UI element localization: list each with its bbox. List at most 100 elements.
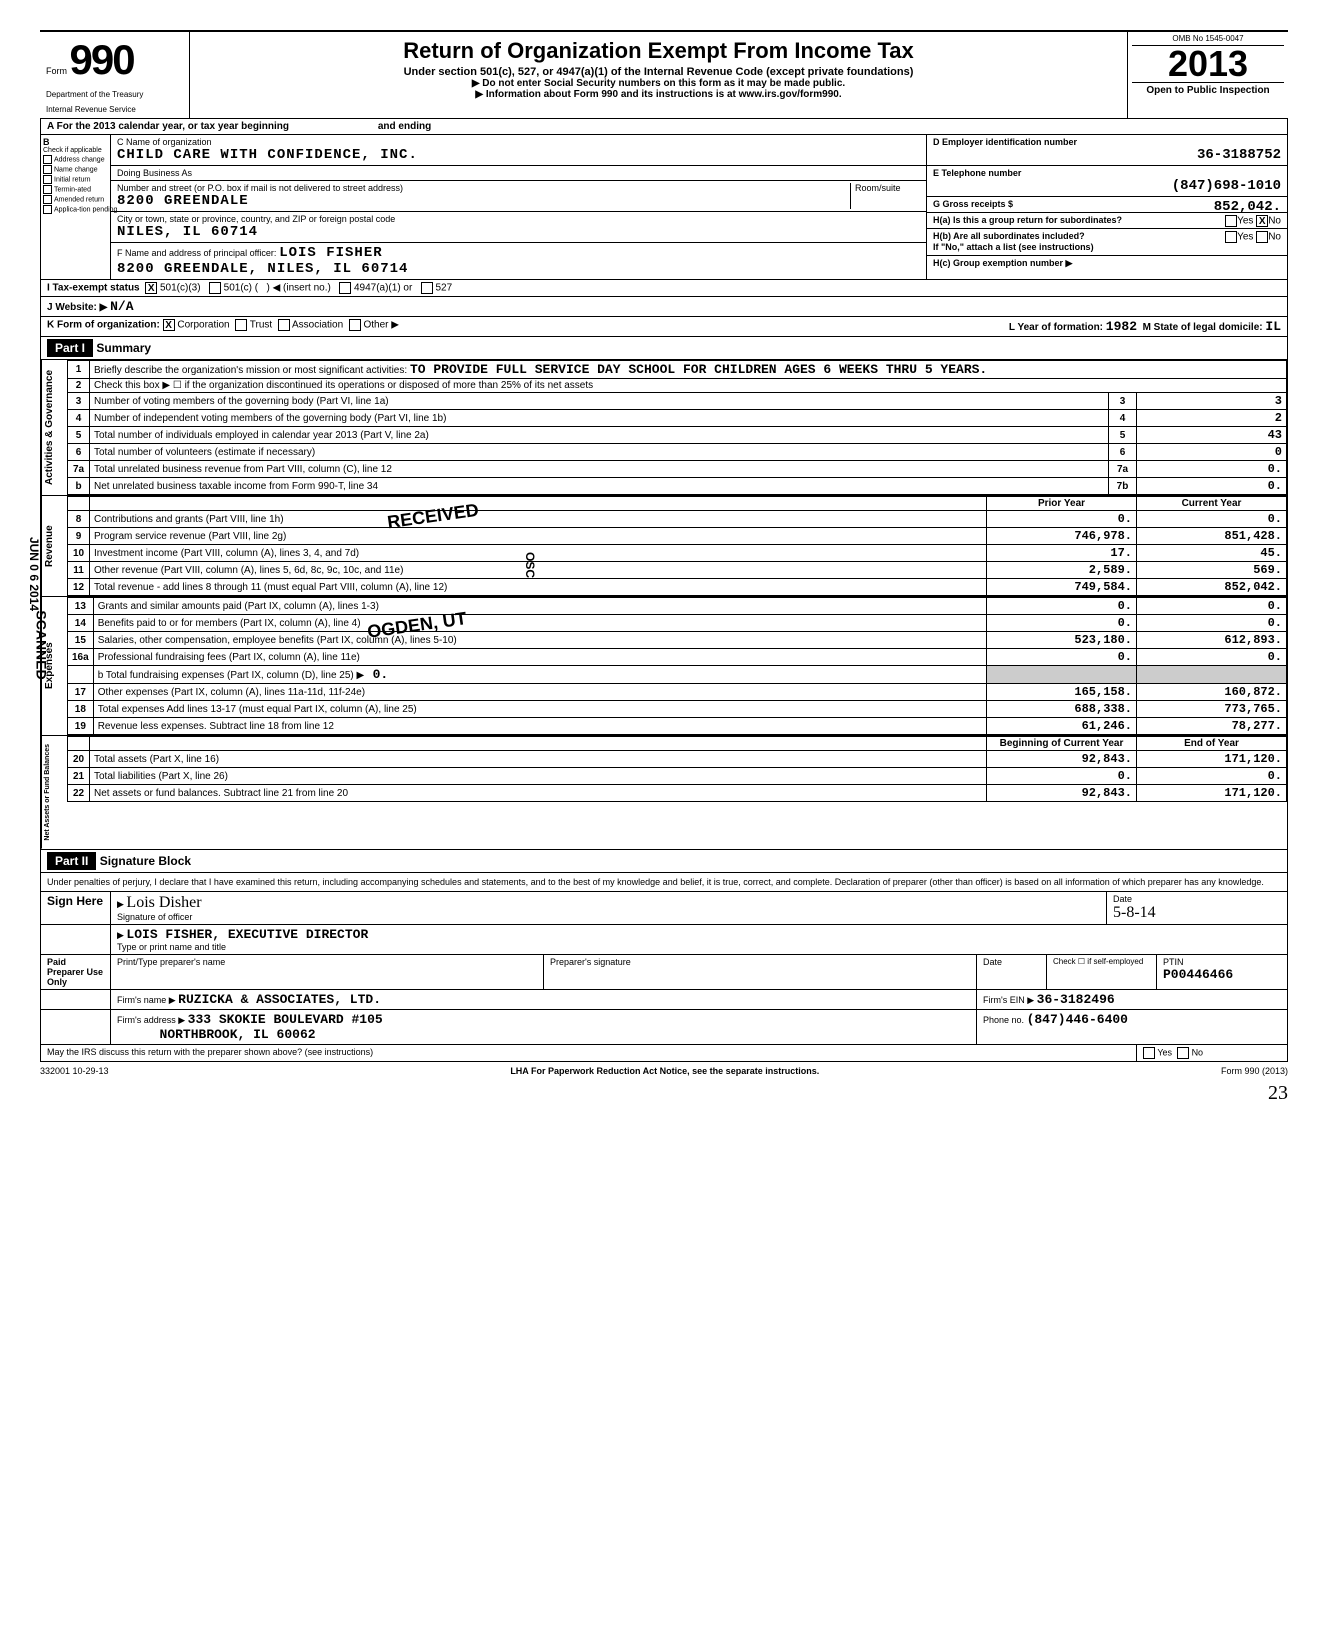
ha-label: H(a) Is this a group return for subordin… [933,215,1122,225]
form-number-block: Form 990 Department of the Treasury Inte… [40,32,190,118]
line17-current: 160,872. [1137,684,1287,701]
discuss-label: May the IRS discuss this return with the… [41,1045,1137,1061]
check-amended[interactable]: Amended return [43,195,108,204]
discuss-no-check[interactable] [1177,1047,1189,1059]
check-4947[interactable] [339,282,351,294]
expenses-section: Expenses OGDEN, UT SCANNED JUN 0 6 2014 … [40,597,1288,736]
year-formation: 1982 [1106,319,1137,334]
ha-no-check[interactable]: X [1256,215,1268,227]
line9-desc: Program service revenue (Part VIII, line… [90,528,987,545]
revenue-table: Prior YearCurrent Year 8Contributions an… [67,496,1287,596]
check-application-pending[interactable]: Applica-tion pending [43,205,108,214]
line7b-val: 0. [1137,478,1287,495]
check-initial-return[interactable]: Initial return [43,175,108,184]
form-title: Return of Organization Exempt From Incom… [198,38,1119,64]
paid-preparer-label: Paid Preparer Use Only [41,955,111,989]
check-address-change[interactable]: Address change [43,155,108,164]
col-b-header: B [43,137,108,147]
line13-current: 0. [1137,598,1287,615]
line17-prior: 165,158. [987,684,1137,701]
prior-year-hdr: Prior Year [987,497,1137,511]
line15-prior: 523,180. [987,632,1137,649]
line16b-desc: b Total fundraising expenses (Part IX, c… [98,670,365,681]
check-501c[interactable] [209,282,221,294]
part1-badge: Part I [47,339,93,357]
side-net-assets: Net Assets or Fund Balances [41,736,67,849]
state-domicile-label: M State of legal domicile: [1143,322,1263,333]
prep-date-label: Date [977,955,1047,989]
hc-label: H(c) Group exemption number ▶ [933,258,1072,268]
check-527[interactable] [421,282,433,294]
form-label: Form [46,66,67,76]
open-inspection: Open to Public Inspection [1132,82,1284,96]
line17-desc: Other expenses (Part IX, column (A), lin… [93,684,986,701]
activities-table: 1 Briefly describe the organization's mi… [67,360,1287,495]
line20-begin: 92,843. [987,751,1137,768]
row-a-left: A For the 2013 calendar year, or tax yea… [47,121,289,132]
row-i-tax-exempt: I Tax-exempt status X 501(c)(3) 501(c) (… [40,280,1288,297]
sig-date-value: 5-8-14 [1113,904,1156,921]
col-c-org-info: C Name of organization CHILD CARE WITH C… [111,135,927,279]
header-grid: B Check if applicable Address change Nam… [40,135,1288,280]
part2-header: Part II Signature Block [40,850,1288,873]
perjury-statement: Under penalties of perjury, I declare th… [40,873,1288,892]
form-number: 990 [70,36,134,83]
line7a-val: 0. [1137,461,1287,478]
check-association[interactable] [278,319,290,331]
end-year-hdr: End of Year [1137,737,1287,751]
check-trust[interactable] [235,319,247,331]
line7a-desc: Total unrelated business revenue from Pa… [90,461,1109,478]
part1-title: Summary [96,341,151,355]
ein-label: D Employer identification number [933,137,1281,147]
check-501c3[interactable]: X [145,282,157,294]
line22-end: 171,120. [1137,785,1287,802]
city-label: City or town, state or province, country… [117,214,920,224]
ssn-notice: ▶ Do not enter Social Security numbers o… [198,78,1119,89]
line10-current: 45. [1137,545,1287,562]
firm-addr1: 333 SKOKIE BOULEVARD #105 [188,1012,383,1027]
line18-prior: 688,338. [987,701,1137,718]
sig-date-label: Date [1113,894,1132,904]
side-activities: Activities & Governance [41,360,67,495]
firm-name: RUZICKA & ASSOCIATES, LTD. [178,992,381,1007]
line11-current: 569. [1137,562,1287,579]
revenue-section: Revenue RECEIVED OSC Prior YearCurrent Y… [40,496,1288,597]
form-header: Form 990 Department of the Treasury Inte… [40,30,1288,118]
line20-desc: Total assets (Part X, line 16) [90,751,987,768]
footer-right: Form 990 (2013) [1221,1066,1288,1076]
check-name-change[interactable]: Name change [43,165,108,174]
check-other[interactable] [349,319,361,331]
phone-value: (847)698-1010 [933,178,1281,194]
officer-name: LOIS FISHER [279,245,382,261]
website-value: N/A [110,299,133,314]
officer-print-name: LOIS FISHER, EXECUTIVE DIRECTOR [126,927,368,942]
prep-name-label: Print/Type preparer's name [111,955,544,989]
line12-current: 852,042. [1137,579,1287,596]
officer-print-sub: Type or print name and title [117,942,226,952]
line16b-inline: 0. [373,667,389,682]
hb-yes-check[interactable] [1225,231,1237,243]
info-link: ▶ Information about Form 990 and its ins… [198,89,1119,100]
hb-no-check[interactable] [1256,231,1268,243]
line12-desc: Total revenue - add lines 8 through 11 (… [90,579,987,596]
gross-label: G Gross receipts $ [933,199,1013,209]
sig-officer-label: Signature of officer [117,912,192,922]
sign-here-label: Sign Here [41,892,111,924]
check-terminated[interactable]: Termin-ated [43,185,108,194]
side-expenses: Expenses [41,597,67,735]
line8-desc: Contributions and grants (Part VIII, lin… [90,511,987,528]
discuss-yes-check[interactable] [1143,1047,1155,1059]
dept-treasury: Department of the Treasury [46,90,183,99]
line19-desc: Revenue less expenses. Subtract line 18 … [93,718,986,735]
line13-prior: 0. [987,598,1137,615]
self-employed-check[interactable]: Check ☐ if self-employed [1047,955,1157,989]
part1-body: Activities & Governance 1 Briefly descri… [40,360,1288,496]
line6-desc: Total number of volunteers (estimate if … [90,444,1109,461]
col-d-identifiers: D Employer identification number 36-3188… [927,135,1287,279]
check-corporation[interactable]: X [163,319,175,331]
row-a-tax-year: A For the 2013 calendar year, or tax yea… [40,118,1288,135]
line1-desc: Briefly describe the organization's miss… [94,365,407,376]
hb-label: H(b) Are all subordinates included? [933,231,1085,241]
ha-yes-check[interactable] [1225,215,1237,227]
expenses-table: 13Grants and similar amounts paid (Part … [67,597,1287,735]
